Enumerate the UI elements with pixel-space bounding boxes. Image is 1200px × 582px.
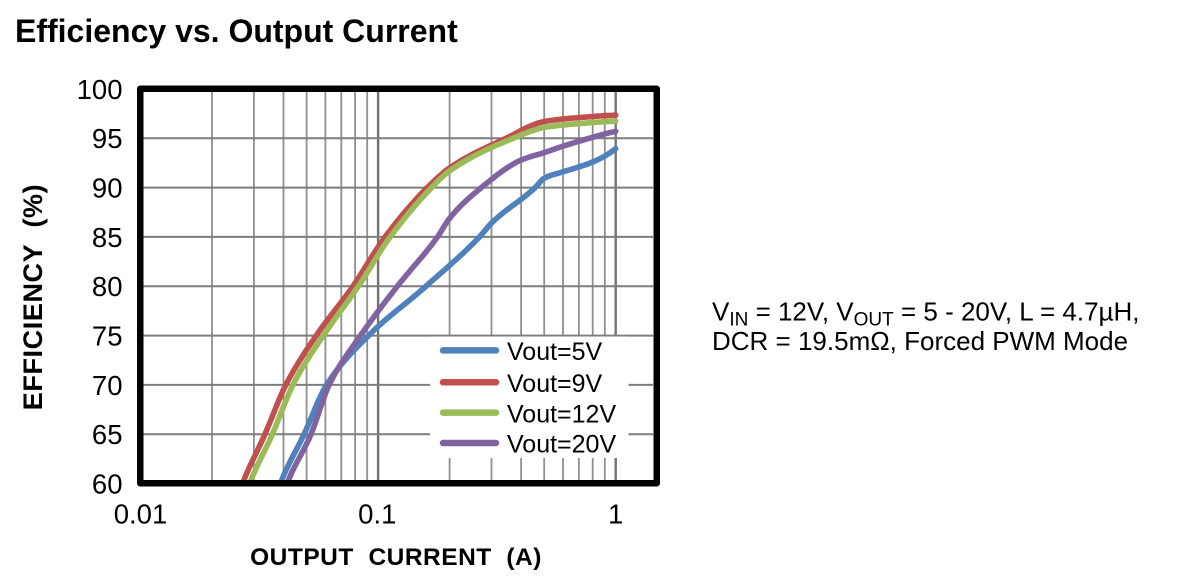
svg-text:65: 65 [92,419,123,450]
svg-text:VIN = 12V, VOUT = 5 - 20V, L =: VIN = 12V, VOUT = 5 - 20V, L = 4.7µH, [712,296,1140,330]
svg-text:DCR = 19.5mΩ, Forced PWM Mode: DCR = 19.5mΩ, Forced PWM Mode [712,326,1128,356]
svg-text:Vout=9V: Vout=9V [507,370,603,398]
svg-text:1: 1 [608,499,623,530]
svg-text:0.01: 0.01 [114,499,168,530]
svg-text:80: 80 [92,271,123,302]
svg-text:75: 75 [92,321,123,352]
svg-text:Efficiency vs. Output Current: Efficiency vs. Output Current [15,13,458,49]
svg-text:Vout=20V: Vout=20V [507,431,616,459]
svg-text:85: 85 [92,222,123,253]
svg-text:60: 60 [92,468,123,499]
svg-text:EFFICIENCY (%): EFFICIENCY (%) [18,184,48,411]
svg-text:70: 70 [92,370,123,401]
svg-text:95: 95 [92,123,123,154]
svg-text:OUTPUT CURRENT (A): OUTPUT CURRENT (A) [250,544,542,571]
svg-text:100: 100 [77,74,123,105]
svg-text:Vout=12V: Vout=12V [507,400,616,428]
svg-text:Vout=5V: Vout=5V [507,338,603,366]
svg-text:90: 90 [92,173,123,204]
svg-text:0.1: 0.1 [358,499,396,530]
